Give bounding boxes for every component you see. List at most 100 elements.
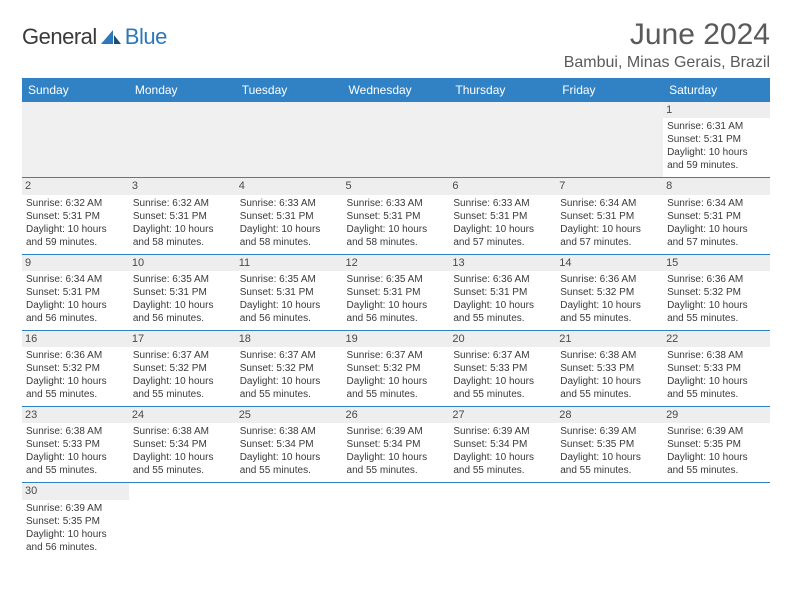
calendar-day: 8Sunrise: 6:34 AMSunset: 5:31 PMDaylight… (663, 178, 770, 254)
calendar-day: 3Sunrise: 6:32 AMSunset: 5:31 PMDaylight… (129, 178, 236, 254)
calendar-day: 25 Sunrise: 6:38 AMSunset: 5:34 PMDayligh… (236, 407, 343, 483)
title-block: June 2024 Bambui, Minas Gerais, Brazil (564, 18, 770, 72)
daylight-line: Daylight: 10 hours and 55 minutes. (347, 375, 446, 401)
calendar-day: 19Sunrise: 6:37 AMSunset: 5:32 PMDayligh… (343, 330, 450, 406)
day-number: 15 (663, 255, 770, 271)
calendar-day: 9Sunrise: 6:34 AMSunset: 5:31 PMDaylight… (22, 254, 129, 330)
day-number: 14 (556, 255, 663, 271)
sunrise-line: Sunrise: 6:39 AM (560, 425, 659, 438)
sunrise-line: Sunrise: 6:33 AM (453, 197, 552, 210)
day-number: 20 (449, 331, 556, 347)
day-number: 10 (129, 255, 236, 271)
day-number: 27 (449, 407, 556, 423)
daylight-line: Daylight: 10 hours and 56 minutes. (347, 299, 446, 325)
month-title: June 2024 (564, 18, 770, 52)
calendar-week: 16Sunrise: 6:36 AMSunset: 5:32 PMDayligh… (22, 330, 770, 406)
sunrise-line: Sunrise: 6:32 AM (26, 197, 125, 210)
sunrise-line: Sunrise: 6:33 AM (240, 197, 339, 210)
day-number: 23 (22, 407, 129, 423)
sunrise-line: Sunrise: 6:33 AM (347, 197, 446, 210)
sunset-line: Sunset: 5:31 PM (560, 210, 659, 223)
calendar-header-row: SundayMondayTuesdayWednesdayThursdayFrid… (22, 78, 770, 102)
sunset-line: Sunset: 5:34 PM (240, 438, 339, 451)
sunset-line: Sunset: 5:35 PM (667, 438, 766, 451)
sunset-line: Sunset: 5:33 PM (667, 362, 766, 375)
sunset-line: Sunset: 5:31 PM (133, 286, 232, 299)
sunrise-line: Sunrise: 6:38 AM (133, 425, 232, 438)
day-number: 12 (343, 255, 450, 271)
sunrise-line: Sunrise: 6:34 AM (667, 197, 766, 210)
sunset-line: Sunset: 5:31 PM (26, 286, 125, 299)
day-number: 5 (343, 178, 450, 194)
sunrise-line: Sunrise: 6:36 AM (453, 273, 552, 286)
calendar-week: 1Sunrise: 6:31 AMSunset: 5:31 PMDaylight… (22, 102, 770, 178)
calendar-week: 23Sunrise: 6:38 AMSunset: 5:33 PMDayligh… (22, 407, 770, 483)
sunset-line: Sunset: 5:31 PM (347, 286, 446, 299)
day-number: 30 (22, 483, 129, 499)
daylight-line: Daylight: 10 hours and 56 minutes. (26, 528, 125, 554)
sunrise-line: Sunrise: 6:37 AM (347, 349, 446, 362)
daylight-line: Daylight: 10 hours and 55 minutes. (347, 451, 446, 477)
calendar-day: 12Sunrise: 6:35 AMSunset: 5:31 PMDayligh… (343, 254, 450, 330)
logo: General Blue (22, 24, 167, 50)
sunset-line: Sunset: 5:32 PM (133, 362, 232, 375)
day-number: 6 (449, 178, 556, 194)
calendar-day: 24Sunrise: 6:38 AMSunset: 5:34 PMDayligh… (129, 407, 236, 483)
logo-sail-icon (99, 28, 123, 46)
calendar-day: 7Sunrise: 6:34 AMSunset: 5:31 PMDaylight… (556, 178, 663, 254)
sunset-line: Sunset: 5:31 PM (667, 133, 766, 146)
daylight-line: Daylight: 10 hours and 57 minutes. (453, 223, 552, 249)
location-subtitle: Bambui, Minas Gerais, Brazil (564, 54, 770, 72)
sunset-line: Sunset: 5:31 PM (26, 210, 125, 223)
sunrise-line: Sunrise: 6:38 AM (240, 425, 339, 438)
day-number: 16 (22, 331, 129, 347)
sunset-line: Sunset: 5:31 PM (453, 210, 552, 223)
sunrise-line: Sunrise: 6:35 AM (133, 273, 232, 286)
calendar-day: 5Sunrise: 6:33 AMSunset: 5:31 PMDaylight… (343, 178, 450, 254)
calendar-empty (129, 102, 236, 178)
daylight-line: Daylight: 10 hours and 55 minutes. (453, 451, 552, 477)
calendar-empty (22, 102, 129, 178)
day-number: 25 (236, 407, 343, 423)
sunrise-line: Sunrise: 6:31 AM (667, 120, 766, 133)
calendar-body: 1Sunrise: 6:31 AMSunset: 5:31 PMDaylight… (22, 102, 770, 559)
calendar-empty (236, 483, 343, 559)
sunset-line: Sunset: 5:33 PM (26, 438, 125, 451)
sunset-line: Sunset: 5:31 PM (240, 210, 339, 223)
daylight-line: Daylight: 10 hours and 59 minutes. (667, 146, 766, 172)
daylight-line: Daylight: 10 hours and 59 minutes. (26, 223, 125, 249)
calendar-day: 16Sunrise: 6:36 AMSunset: 5:32 PMDayligh… (22, 330, 129, 406)
logo-text-blue: Blue (125, 24, 167, 50)
sunrise-line: Sunrise: 6:38 AM (667, 349, 766, 362)
daylight-line: Daylight: 10 hours and 55 minutes. (560, 299, 659, 325)
sunrise-line: Sunrise: 6:39 AM (26, 502, 125, 515)
day-header: Sunday (22, 78, 129, 102)
daylight-line: Daylight: 10 hours and 55 minutes. (560, 451, 659, 477)
sunrise-line: Sunrise: 6:38 AM (26, 425, 125, 438)
sunrise-line: Sunrise: 6:37 AM (133, 349, 232, 362)
daylight-line: Daylight: 10 hours and 57 minutes. (667, 223, 766, 249)
calendar-day: 30Sunrise: 6:39 AMSunset: 5:35 PMDayligh… (22, 483, 129, 559)
calendar-day: 4Sunrise: 6:33 AMSunset: 5:31 PMDaylight… (236, 178, 343, 254)
daylight-line: Daylight: 10 hours and 55 minutes. (133, 375, 232, 401)
page-header: General Blue June 2024 Bambui, Minas Ger… (22, 18, 770, 72)
day-number: 21 (556, 331, 663, 347)
sunrise-line: Sunrise: 6:39 AM (667, 425, 766, 438)
calendar-day: 23Sunrise: 6:38 AMSunset: 5:33 PMDayligh… (22, 407, 129, 483)
sunrise-line: Sunrise: 6:36 AM (667, 273, 766, 286)
calendar-day: 22Sunrise: 6:38 AMSunset: 5:33 PMDayligh… (663, 330, 770, 406)
calendar-week: 9Sunrise: 6:34 AMSunset: 5:31 PMDaylight… (22, 254, 770, 330)
sunrise-line: Sunrise: 6:34 AM (560, 197, 659, 210)
daylight-line: Daylight: 10 hours and 55 minutes. (240, 451, 339, 477)
sunset-line: Sunset: 5:34 PM (453, 438, 552, 451)
day-number: 19 (343, 331, 450, 347)
daylight-line: Daylight: 10 hours and 58 minutes. (133, 223, 232, 249)
day-number: 8 (663, 178, 770, 194)
sunrise-line: Sunrise: 6:39 AM (347, 425, 446, 438)
day-number: 17 (129, 331, 236, 347)
daylight-line: Daylight: 10 hours and 55 minutes. (133, 451, 232, 477)
calendar-empty (663, 483, 770, 559)
day-header: Monday (129, 78, 236, 102)
daylight-line: Daylight: 10 hours and 55 minutes. (240, 375, 339, 401)
sunrise-line: Sunrise: 6:36 AM (26, 349, 125, 362)
